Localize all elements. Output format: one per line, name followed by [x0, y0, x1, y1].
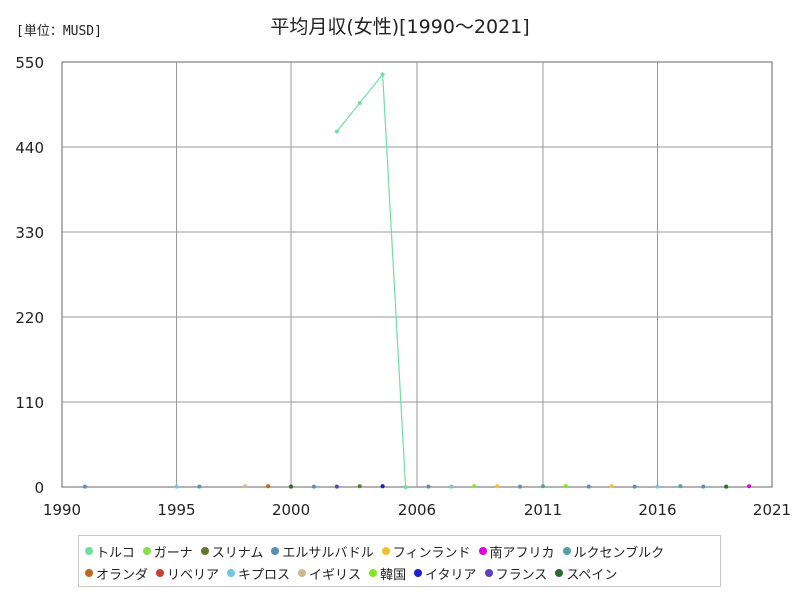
data-point [311, 484, 316, 489]
data-point [518, 484, 523, 489]
legend-item: トルコ [85, 542, 135, 561]
data-point [747, 484, 752, 489]
legend-marker [85, 547, 93, 555]
legend-item: イタリア [414, 564, 477, 583]
data-point [449, 484, 454, 489]
legend-label: エルサルバドル [282, 545, 374, 561]
data-point [540, 484, 545, 489]
legend-item: フィンランド [381, 542, 471, 561]
x-tick-label: 2006 [398, 501, 436, 519]
legend-marker [227, 569, 236, 577]
x-tick-label: 2000 [272, 501, 310, 519]
legend-label: フィンランド [392, 545, 471, 561]
legend-marker [484, 569, 493, 577]
legend-label: イギリス [309, 567, 362, 583]
legend-item: イギリス [298, 564, 361, 583]
legend-label: ガーナ [153, 545, 193, 561]
legend-row: トルコ ガーナ スリナム エルサルバドル フィンランド 南アフリカ ルクセンブルク [85, 540, 714, 562]
legend-item: ガーナ [142, 542, 193, 561]
legend-marker [142, 547, 151, 555]
x-tick-label: 2016 [638, 501, 676, 519]
legend-item: ルクセンブルク [562, 542, 665, 561]
data-point [563, 484, 568, 489]
y-tick-label: 440 [15, 139, 44, 157]
data-point [82, 484, 87, 489]
y-tick-label: 0 [34, 479, 44, 497]
legend-marker [381, 547, 390, 555]
legend-marker [156, 569, 165, 577]
data-point [243, 484, 248, 489]
legend-marker [298, 569, 307, 577]
legend-label: トルコ [96, 545, 135, 561]
x-tick-label: 1995 [157, 501, 195, 519]
data-point [495, 484, 500, 489]
data-point [701, 484, 706, 489]
legend-marker [369, 569, 378, 577]
legend-marker [414, 569, 423, 577]
legend-label: フランス [495, 567, 548, 583]
legend-row: オランダ リベリア キプロス イギリス 韓国 イタリア フランス スペイン [85, 562, 714, 584]
legend-item: フランス [484, 564, 548, 583]
legend-item: 南アフリカ [478, 542, 555, 561]
data-point [632, 484, 637, 489]
y-tick-label: 220 [15, 309, 44, 327]
data-point [357, 484, 362, 489]
data-point [678, 484, 683, 489]
legend-marker [200, 547, 209, 555]
legend-item: キプロス [227, 564, 290, 583]
y-tick-label: 110 [15, 394, 44, 412]
legend-label: スペイン [566, 567, 618, 583]
legend-label: リベリア [167, 567, 220, 583]
legend-item: オランダ [85, 564, 148, 583]
legend-marker [85, 569, 93, 577]
legend-label: ルクセンブルク [573, 545, 665, 561]
legend-item: リベリア [156, 564, 219, 583]
data-point [334, 484, 339, 489]
data-point [655, 484, 660, 489]
legend-marker [271, 547, 280, 555]
legend-item: スリナム [200, 542, 264, 561]
x-tick-label: 1990 [43, 501, 81, 519]
unit-label: [単位：MUSD] [16, 24, 102, 39]
y-tick-label: 550 [15, 54, 44, 72]
data-point [472, 484, 477, 489]
data-point [724, 484, 729, 489]
legend-label: イタリア [425, 567, 477, 583]
legend: トルコ ガーナ スリナム エルサルバドル フィンランド 南アフリカ ルクセンブルク オランダ… [78, 535, 721, 587]
data-point [403, 485, 408, 489]
data-point [289, 484, 294, 489]
data-point [357, 100, 362, 105]
legend-item: エルサルバドル [271, 542, 374, 561]
chart-title: 平均月収(女性)[1990～2021] [270, 16, 530, 38]
data-point [586, 484, 591, 489]
data-point [334, 129, 339, 134]
data-point [266, 484, 271, 489]
y-tick-label: 330 [15, 224, 44, 242]
data-point [174, 484, 179, 489]
legend-marker [555, 569, 564, 577]
legend-label: 南アフリカ [489, 545, 555, 561]
data-point [380, 484, 385, 489]
legend-item: 韓国 [369, 564, 406, 583]
x-tick-label: 2011 [524, 501, 562, 519]
legend-label: 韓国 [380, 567, 407, 583]
legend-label: キプロス [238, 567, 291, 583]
data-point [380, 72, 385, 77]
x-tick-label: 2021 [753, 501, 791, 519]
legend-marker [478, 547, 487, 555]
legend-item: スペイン [555, 564, 617, 583]
data-point [197, 484, 202, 489]
legend-label: オランダ [96, 567, 149, 583]
series-line-0 [336, 72, 407, 488]
legend-marker [562, 547, 571, 555]
data-point [609, 484, 614, 489]
legend-label: スリナム [211, 545, 264, 561]
data-point [426, 484, 431, 489]
